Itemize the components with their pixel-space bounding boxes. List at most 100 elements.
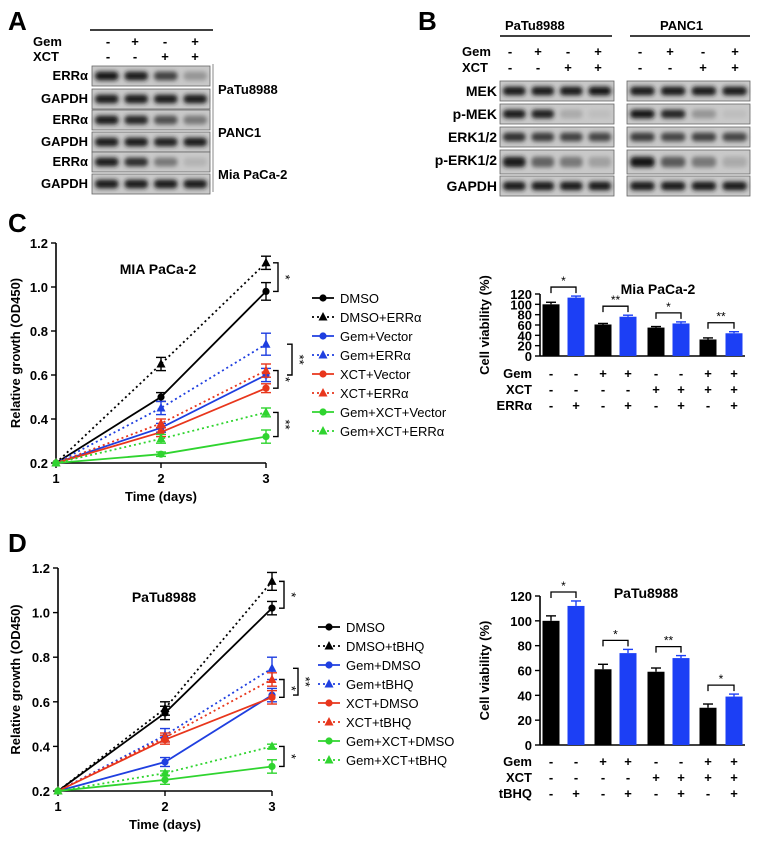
treatment-sign: -	[549, 366, 553, 381]
significance-bracket	[655, 312, 682, 319]
blot-b-line-patu: PaTu8988	[505, 18, 565, 33]
blot-b-sign: -	[701, 44, 705, 59]
x-axis-label: Time (days)	[129, 817, 201, 832]
panel-letter-a: A	[8, 6, 27, 36]
treatment-row-label: Gem	[503, 754, 532, 769]
bar-3	[619, 653, 637, 745]
legend-marker	[324, 755, 334, 764]
blot-b-signs: - + - + - + - +- - + + - - + +	[508, 44, 739, 75]
y-tick-label: 80	[518, 639, 532, 654]
legend-marker	[324, 641, 334, 650]
y-tick-label: 0.2	[30, 456, 48, 471]
blot-b-row-4-panc1-band-3	[722, 181, 747, 191]
treatment-sign: +	[677, 382, 685, 397]
treatment-sign: -	[601, 398, 605, 413]
blot-a-row-5-membrane	[91, 173, 211, 195]
significance-bracket	[279, 678, 285, 699]
blot-a-row-4-band-3	[183, 157, 208, 167]
series-line-5	[55, 369, 267, 464]
legend-label-5: XCT+ERRα	[340, 386, 409, 401]
blot-b-sign: +	[564, 60, 572, 75]
y-tick-label: 40	[518, 688, 532, 703]
blot-b-row-1-panc1-band-3	[722, 109, 747, 119]
bar-2	[594, 669, 612, 745]
bar-0	[542, 620, 560, 745]
treatment-sign: -	[601, 770, 605, 785]
treatment-sign: -	[654, 366, 658, 381]
data-point	[157, 393, 165, 401]
treatment-sign: +	[624, 398, 632, 413]
blot-a-line-panc1: PANC1	[218, 125, 261, 140]
bar-5	[672, 323, 690, 356]
blot-a-row-0-membrane	[91, 65, 211, 87]
data-point	[267, 663, 277, 672]
panel-letter-d: D	[8, 528, 27, 558]
treatment-sign: +	[730, 382, 738, 397]
significance-bracket	[707, 322, 735, 329]
bar-1	[567, 297, 585, 356]
legend-marker	[319, 294, 327, 302]
significance-label: **	[611, 293, 621, 307]
blot-b-row-1-patu-band-2	[559, 109, 583, 119]
significance-bracket	[273, 262, 279, 293]
blot-b-row-0-panc1-band-2	[691, 86, 717, 96]
blot-b-row-1-patu-membrane	[499, 103, 615, 125]
blot-b-row-3-patu-band-3	[588, 156, 612, 168]
data-point	[267, 741, 277, 750]
blot-b-row-0-panc1-membrane	[626, 80, 751, 102]
blot-b-rows: MEK p-MEK ERK1/2 p-ERK1/2 GAPDH	[435, 80, 751, 197]
y-tick-label: 0.8	[30, 324, 48, 339]
data-point	[53, 786, 63, 795]
data-point	[161, 776, 169, 784]
blot-b-row-2-patu-band-1	[531, 132, 555, 142]
series-line-1	[55, 262, 267, 464]
data-point	[160, 732, 170, 741]
treatment-sign: -	[679, 366, 683, 381]
chart-title: PaTu8988	[132, 589, 197, 605]
y-axis-label: Cell viability (%)	[477, 275, 492, 375]
x-tick-label: 2	[157, 471, 164, 486]
treatment-sign: -	[626, 382, 630, 397]
bar-2	[594, 324, 612, 356]
bar-0	[542, 304, 560, 356]
legend-label-0: DMSO	[346, 620, 385, 635]
blot-b-row-4-patu-membrane	[499, 175, 615, 197]
blot-a-sign: +	[161, 49, 169, 64]
legend-marker	[324, 717, 334, 726]
legend-label-2: Gem+Vector	[340, 329, 413, 344]
significance-label: *	[284, 686, 299, 691]
significance-bracket	[293, 667, 299, 696]
blot-a-sign: -	[106, 49, 110, 64]
blot-b-row-4-panc1-band-2	[691, 181, 717, 191]
treatment-sign: +	[652, 382, 660, 397]
data-point	[268, 762, 276, 771]
significance-label: *	[666, 300, 671, 314]
treatment-sign: -	[654, 754, 658, 769]
blot-a-sign: -	[133, 49, 137, 64]
blot-b-row-1-patu-band-3	[588, 109, 612, 119]
y-tick-label: 0.4	[32, 739, 51, 754]
y-tick-label: 0.4	[30, 412, 49, 427]
blot-a-sign: -	[163, 34, 167, 49]
x-tick-label: 3	[262, 471, 269, 486]
blot-b-sign: -	[638, 44, 642, 59]
blot-a-row-label: ERRα	[53, 68, 88, 83]
y-tick-label: 0.8	[32, 650, 50, 665]
blot-b-sign: -	[536, 60, 540, 75]
treatment-sign: +	[730, 770, 738, 785]
treatment-sign: +	[704, 754, 712, 769]
blot-b-row-1-panc1-band-2	[691, 109, 717, 119]
blot-b-row-4-panc1-band-1	[660, 181, 686, 191]
blot-b-row-0-patu-band-0	[502, 86, 526, 96]
blot-b-row-2-patu-band-3	[588, 132, 612, 142]
treatment-sign: +	[572, 786, 580, 801]
legend-marker	[325, 737, 333, 745]
significance-label: *	[561, 579, 566, 593]
blot-b-row-3-panc1-band-1	[660, 156, 686, 168]
blot-b-row-0-patu-band-1	[531, 86, 555, 96]
y-tick-label: 1.0	[32, 606, 50, 621]
blot-b-line-panc1: PANC1	[660, 18, 703, 33]
blot-b-row-1-panc1-membrane	[626, 103, 751, 125]
treatment-sign: +	[704, 382, 712, 397]
significance-bracket	[602, 639, 629, 647]
